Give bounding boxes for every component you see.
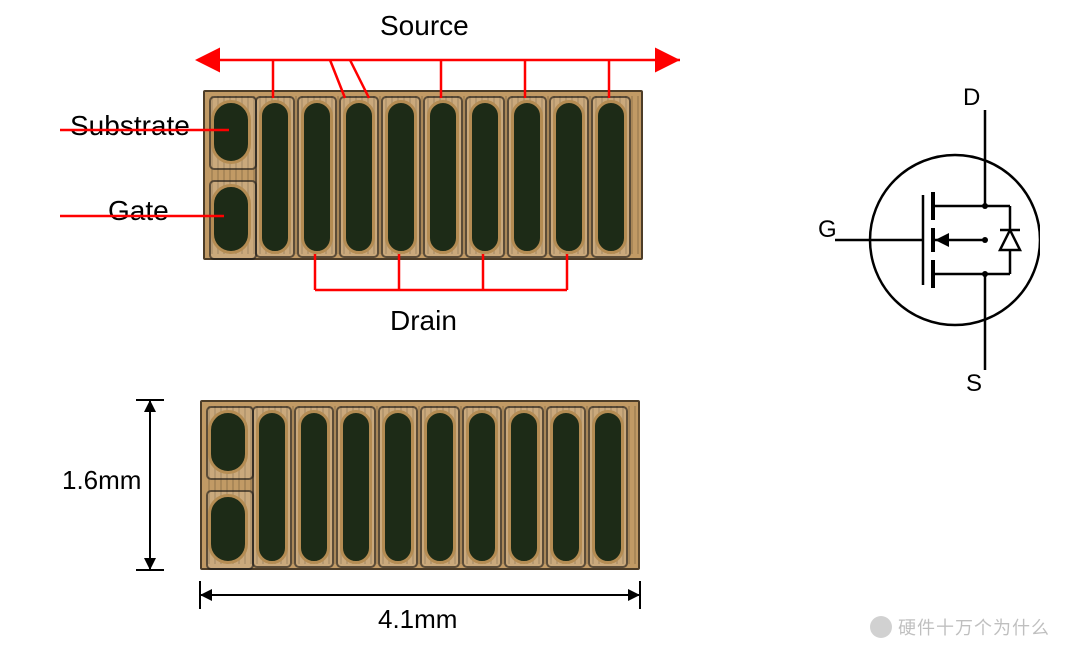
watermark-text: 硬件十万个为什么 [898, 614, 1050, 640]
gate-label: Gate [108, 195, 169, 227]
width-dimension-label: 4.1mm [378, 604, 457, 635]
chip-top-image [203, 90, 643, 260]
chip-bottom-image [200, 400, 640, 570]
drain-label: Drain [390, 305, 457, 337]
wechat-icon [870, 616, 892, 638]
source-label: Source [380, 10, 469, 42]
watermark: 硬件十万个为什么 [870, 614, 1050, 640]
substrate-label: Substrate [70, 110, 190, 142]
mosfet-symbol [830, 90, 1040, 390]
height-dimension-label: 1.6mm [62, 465, 141, 496]
